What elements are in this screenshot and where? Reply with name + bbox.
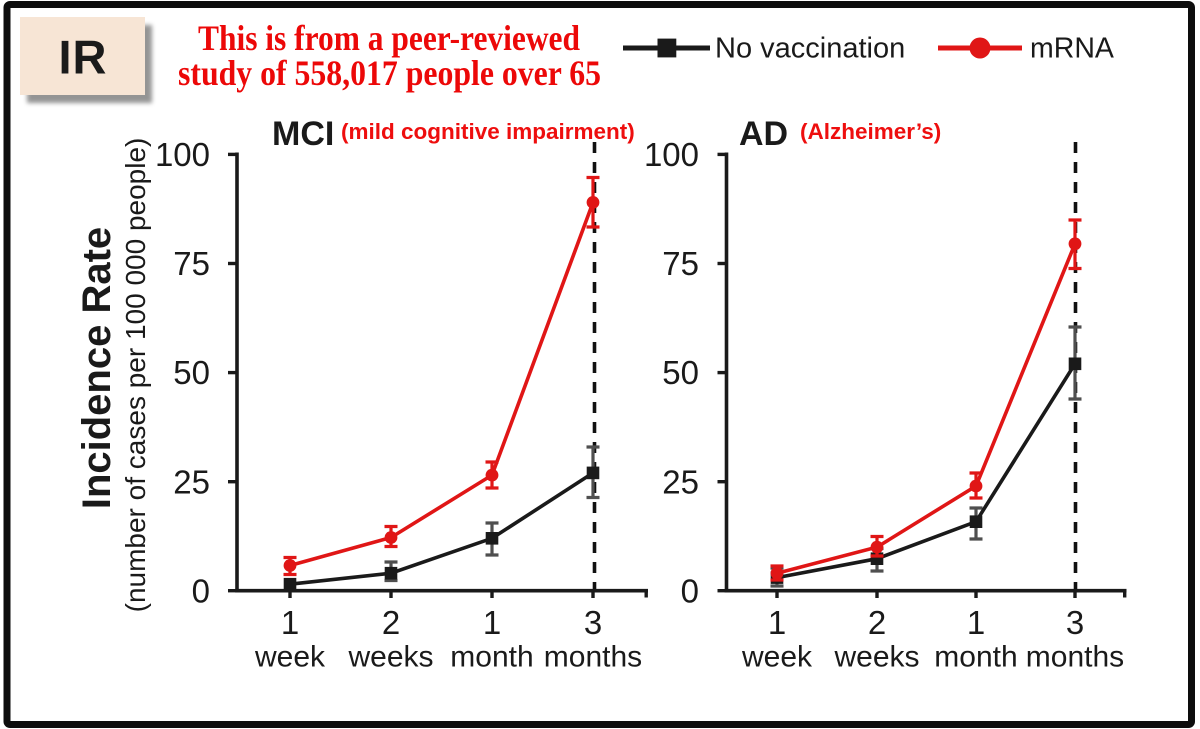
svg-text:MCI: MCI xyxy=(272,115,334,153)
svg-text:month: month xyxy=(450,641,533,674)
svg-text:75: 75 xyxy=(173,245,210,282)
svg-text:weeks: weeks xyxy=(347,641,433,674)
svg-text:(mild cognitive impairment): (mild cognitive impairment) xyxy=(341,119,635,144)
svg-text:weeks: weeks xyxy=(833,641,919,674)
svg-text:100: 100 xyxy=(644,136,699,173)
svg-text:This is from a peer-reviewed: This is from a peer-reviewed xyxy=(198,18,580,58)
svg-text:50: 50 xyxy=(662,354,699,391)
svg-text:Incidence Rate: Incidence Rate xyxy=(75,227,119,509)
svg-text:months: months xyxy=(1026,641,1124,674)
svg-text:week: week xyxy=(741,641,813,674)
svg-text:week: week xyxy=(254,641,326,674)
svg-text:(Alzheimer’s): (Alzheimer’s) xyxy=(800,119,941,144)
svg-text:2: 2 xyxy=(868,604,886,641)
svg-text:0: 0 xyxy=(192,572,210,609)
svg-text:No vaccination: No vaccination xyxy=(715,33,905,65)
svg-text:IR: IR xyxy=(59,31,108,84)
svg-text:0: 0 xyxy=(681,572,699,609)
svg-text:months: months xyxy=(544,641,642,674)
svg-text:AD: AD xyxy=(739,115,788,153)
svg-text:2: 2 xyxy=(382,604,400,641)
svg-text:75: 75 xyxy=(662,245,699,282)
svg-text:1: 1 xyxy=(281,604,299,641)
svg-text:25: 25 xyxy=(173,463,210,500)
svg-text:1: 1 xyxy=(483,604,501,641)
svg-text:month: month xyxy=(934,641,1017,674)
svg-text:1: 1 xyxy=(768,604,786,641)
svg-text:mRNA: mRNA xyxy=(1030,33,1114,65)
svg-text:(number of cases per 100 000 p: (number of cases per 100 000 people) xyxy=(120,138,151,613)
svg-text:3: 3 xyxy=(584,604,602,641)
svg-text:study of 558,017 people over 6: study of 558,017 people over 65 xyxy=(178,53,601,93)
svg-text:25: 25 xyxy=(662,463,699,500)
svg-text:3: 3 xyxy=(1066,604,1084,641)
svg-text:50: 50 xyxy=(173,354,210,391)
svg-text:100: 100 xyxy=(155,136,210,173)
svg-text:1: 1 xyxy=(967,604,985,641)
